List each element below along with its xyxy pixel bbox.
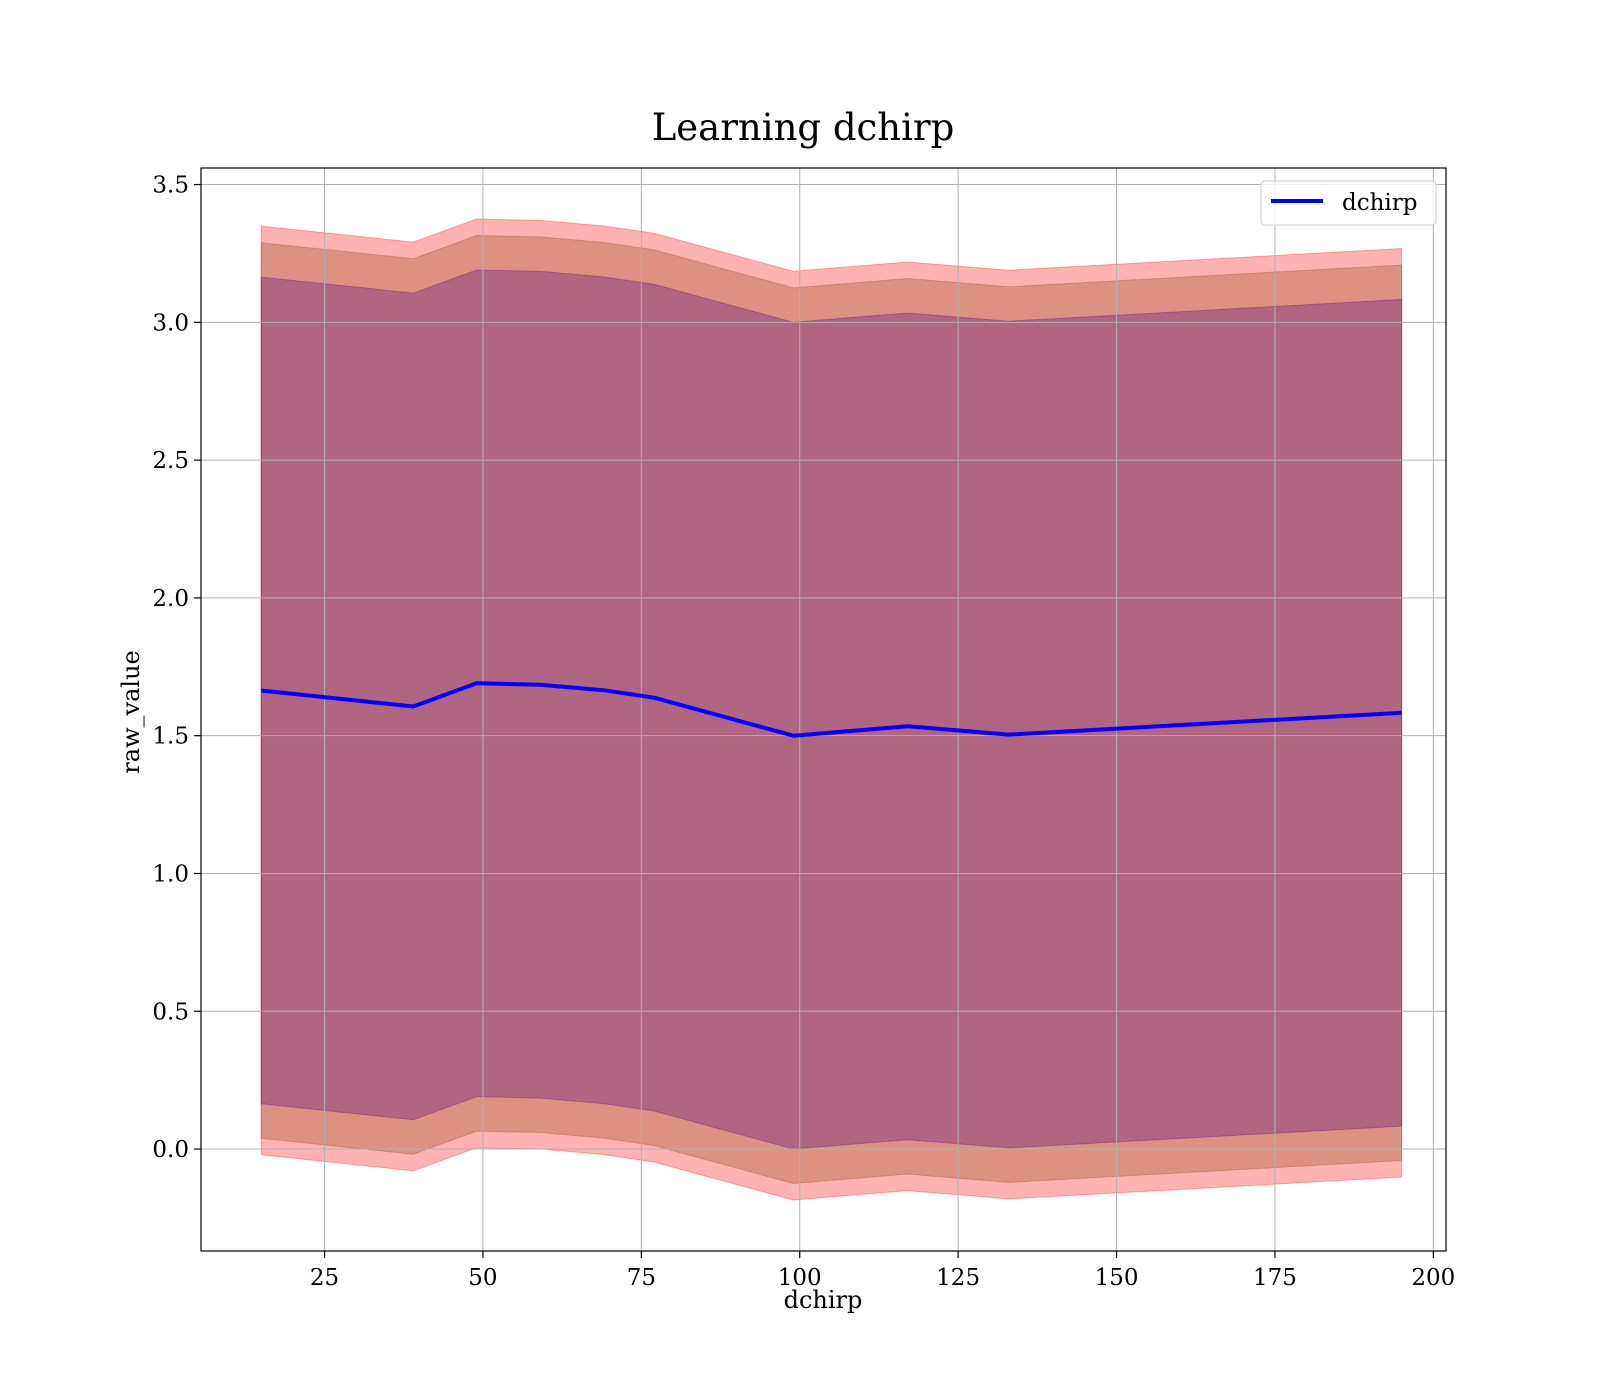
legend-box [1260,180,1437,226]
x-tick-label: 100 [778,1265,822,1291]
confidence-bands [260,218,1403,1201]
x-tick-label: 50 [468,1265,497,1291]
x-tick-label: 125 [936,1265,980,1291]
y-axis-ticks: 0.0 0.5 1.0 1.5 2.0 2.5 3.0 3.5 [152,173,201,1163]
grid-lines [201,168,1446,1251]
x-tick-label: 200 [1411,1265,1455,1291]
y-tick-label: 2.5 [152,448,189,474]
y-tick-label: 0.0 [152,1137,189,1163]
y-tick-label: 2.0 [152,586,189,612]
x-tick-label: 25 [310,1265,339,1291]
legend: dchirp [1260,180,1437,226]
x-axis-ticks: 25 50 75 100 125 150 175 200 [310,1251,1455,1291]
x-tick-label: 175 [1253,1265,1297,1291]
chart-title: Learning dchirp [652,106,955,149]
y-tick-label: 1.5 [152,724,189,750]
x-tick-label: 150 [1095,1265,1139,1291]
series-lines [260,681,1402,738]
y-tick-label: 3.0 [152,310,189,336]
confidence-band-3 [260,269,1403,1150]
y-tick-label: 0.5 [152,999,189,1025]
y-tick-label: 3.5 [152,173,189,199]
plot-frame [200,167,1447,1252]
x-tick-label: 75 [627,1265,656,1291]
legend-label-dchirp: dchirp [1342,190,1418,216]
y-tick-label: 1.0 [152,861,189,887]
y-axis-label: raw_value [117,650,145,774]
series-line-dchirp [260,681,1402,738]
x-axis-label: dchirp [784,1286,863,1314]
